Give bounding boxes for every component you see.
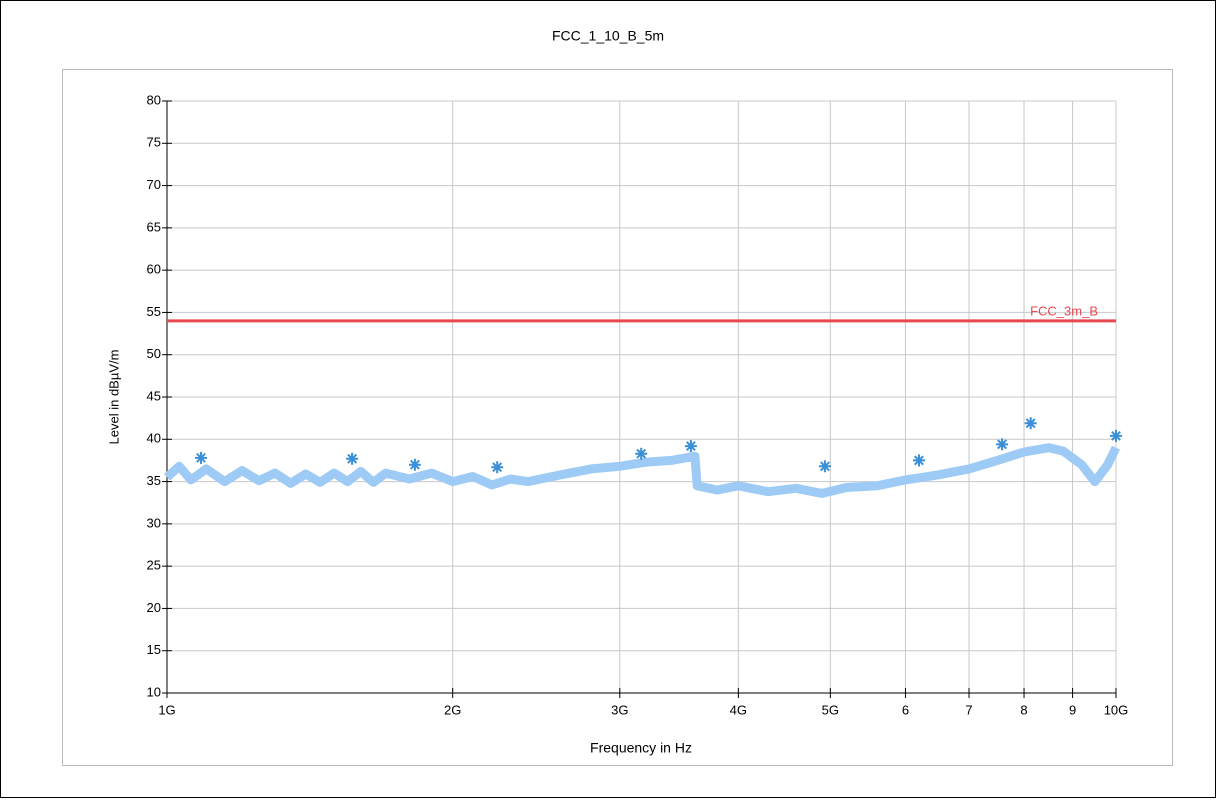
y-tick-label: 15 [147, 642, 161, 657]
y-tick-label: 80 [147, 92, 161, 107]
peak-marker [913, 454, 925, 467]
y-axis-label: Level in dBµV/m [106, 350, 121, 445]
limit-label: FCC_3m_B [1030, 303, 1098, 318]
x-tick-label: 1G [158, 702, 175, 717]
x-tick-label: 5G [822, 702, 839, 717]
y-tick-label: 10 [147, 684, 161, 699]
y-tick-label: 55 [147, 304, 161, 319]
x-tick-label: 8 [1020, 702, 1027, 717]
x-tick-label: 6 [902, 702, 909, 717]
x-tick-label: 2G [444, 702, 461, 717]
y-tick-label: 30 [147, 515, 161, 530]
y-tick-label: 60 [147, 262, 161, 277]
y-tick-label: 40 [147, 431, 161, 446]
peak-marker [684, 440, 697, 453]
y-tick-label: 65 [147, 219, 161, 234]
peak-marker [996, 438, 1009, 451]
peak-marker [1110, 429, 1122, 442]
peak-marker [818, 460, 831, 473]
y-tick-label: 70 [147, 177, 161, 192]
x-tick-label: 10G [1104, 702, 1129, 717]
peak-marker [491, 461, 504, 474]
peak-marker [635, 447, 648, 460]
x-tick-label: 4G [730, 702, 747, 717]
y-tick-label: 25 [147, 558, 161, 573]
y-tick-label: 35 [147, 473, 161, 488]
peak-marker [346, 452, 359, 465]
y-tick-label: 45 [147, 388, 161, 403]
trace [163, 443, 1121, 498]
x-tick-label: 7 [965, 702, 972, 717]
peak-marker [408, 458, 421, 471]
x-tick-label: 3G [611, 702, 628, 717]
y-tick-label: 50 [147, 346, 161, 361]
peak-marker [195, 451, 207, 464]
y-tick-label: 75 [147, 135, 161, 150]
chart-title: FCC_1_10_B_5m [552, 28, 664, 44]
x-axis-label: Frequency in Hz [590, 740, 692, 756]
peak-marker [1024, 417, 1037, 430]
x-tick-label: 9 [1069, 702, 1076, 717]
y-tick-label: 20 [147, 600, 161, 615]
plot-frame [62, 69, 1173, 766]
